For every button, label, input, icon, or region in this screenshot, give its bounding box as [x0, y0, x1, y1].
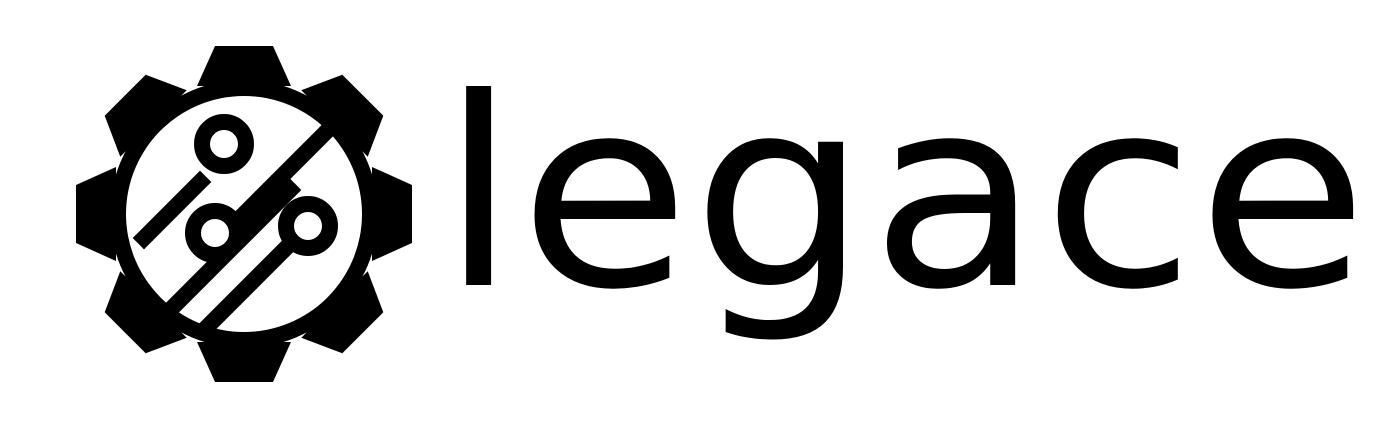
gear-circuit-icon — [76, 46, 412, 382]
wordmark-text: legace — [440, 60, 1370, 347]
wordmark: legace — [440, 60, 1370, 347]
